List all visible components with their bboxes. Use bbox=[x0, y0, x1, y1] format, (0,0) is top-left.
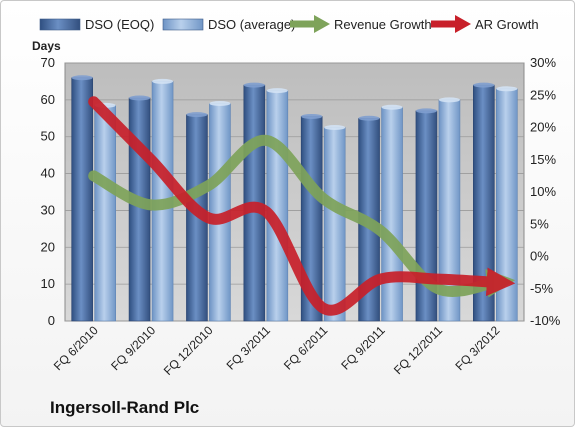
x-tick-label: FQ 3/2012 bbox=[452, 323, 502, 373]
y2-tick-label: 0% bbox=[530, 249, 549, 264]
bar-dso-average bbox=[266, 90, 289, 322]
bar-top-dso-average bbox=[438, 97, 460, 103]
x-tick-label: FQ 9/2010 bbox=[108, 323, 158, 373]
y2-tick-label: 15% bbox=[530, 152, 556, 167]
x-tick-label: FQ 6/2011 bbox=[281, 323, 331, 373]
y-tick-label: 50 bbox=[41, 129, 55, 144]
bar-top-dso-eoq bbox=[243, 82, 265, 88]
x-tick-label: FQ 6/2010 bbox=[51, 323, 101, 373]
legend-dso-average-label: DSO (average) bbox=[208, 17, 295, 32]
legend-dso-average-swatch bbox=[162, 18, 204, 31]
legend-dso-eoq-swatch bbox=[39, 18, 81, 31]
bar-top-dso-average bbox=[381, 104, 403, 110]
x-tick-label: FQ 3/2011 bbox=[224, 323, 274, 373]
bar-dso-average bbox=[381, 106, 403, 322]
bar-top-dso-average bbox=[152, 78, 174, 84]
legend-revenue-growth-arrowhead bbox=[314, 15, 330, 33]
x-tick-label: FQ 12/2010 bbox=[161, 323, 216, 378]
y2-tick-label: -10% bbox=[530, 313, 561, 328]
y-tick-label: 70 bbox=[41, 55, 55, 70]
bar-top-dso-eoq bbox=[473, 82, 495, 88]
bar-top-dso-eoq bbox=[129, 95, 151, 101]
y2-tick-label: -5% bbox=[530, 281, 554, 296]
bar-top-dso-average bbox=[496, 86, 518, 92]
y-tick-label: 60 bbox=[41, 92, 55, 107]
legend-ar-growth-arrowhead bbox=[455, 15, 471, 33]
y2-tick-label: 20% bbox=[530, 120, 556, 135]
legend-dso-eoq-label: DSO (EOQ) bbox=[85, 17, 154, 32]
x-tick-label: FQ 9/2011 bbox=[338, 323, 388, 373]
line-ar-growth bbox=[88, 96, 516, 316]
bar-top-dso-average bbox=[266, 88, 288, 94]
bar-top-dso-average bbox=[324, 125, 346, 130]
bar-top-dso-eoq bbox=[71, 75, 93, 81]
company-name: Ingersoll-Rand Plc bbox=[50, 398, 200, 417]
bar-top-dso-eoq bbox=[301, 113, 323, 119]
x-tick-label: FQ 12/2011 bbox=[391, 323, 445, 377]
legend-revenue-growth-label: Revenue Growth bbox=[334, 17, 432, 32]
y-tick-label: 30 bbox=[41, 202, 55, 217]
bar-dso-eoq bbox=[71, 77, 93, 322]
y-axis-title: Days bbox=[32, 39, 61, 53]
y2-tick-label: 25% bbox=[530, 87, 556, 102]
bar-top-dso-eoq bbox=[415, 108, 437, 114]
bar-dso-average bbox=[94, 105, 116, 322]
bar-top-dso-eoq bbox=[186, 112, 208, 118]
y2-tick-label: 30% bbox=[530, 55, 556, 70]
y2-tick-label: 10% bbox=[530, 184, 556, 199]
bar-dso-average bbox=[323, 127, 346, 322]
y-tick-label: 20 bbox=[41, 239, 55, 254]
y2-tick-label: 5% bbox=[530, 216, 549, 231]
bar-top-dso-average bbox=[209, 101, 231, 107]
legend-ar-growth-label: AR Growth bbox=[475, 17, 539, 32]
y-tick-label: 0 bbox=[48, 313, 55, 328]
bar-top-dso-eoq bbox=[358, 115, 380, 121]
y-tick-label: 40 bbox=[41, 166, 55, 181]
y-tick-label: 10 bbox=[41, 276, 55, 291]
bar-dso-average bbox=[496, 88, 518, 322]
